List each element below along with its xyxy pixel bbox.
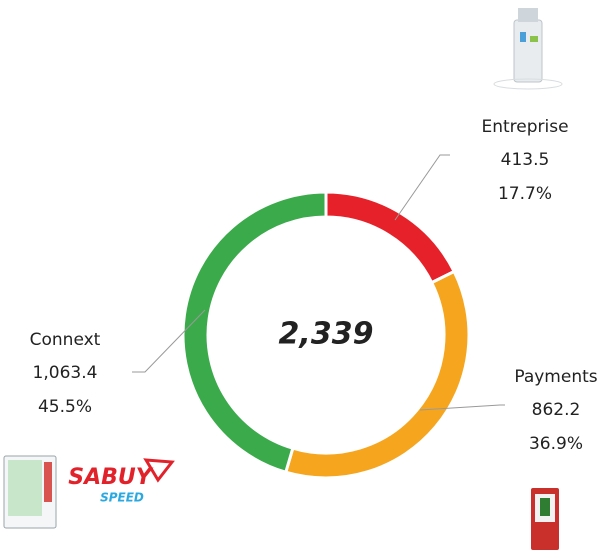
percentage-label: 45.5% [38, 397, 92, 417]
leader-line [394, 154, 450, 221]
category-label: Entreprise [481, 117, 568, 137]
donut-segment [283, 269, 471, 480]
leader-line [419, 404, 505, 411]
donut-segment [324, 190, 457, 285]
value-label: 862.2 [532, 400, 581, 420]
percentage-label: 36.9% [529, 434, 583, 454]
center-label: 2,339 [279, 317, 374, 352]
logo-tagline: SPEED [100, 491, 144, 505]
category-label: Connext [30, 330, 101, 350]
payment-kiosk-image [531, 488, 559, 550]
vending-image [3, 455, 57, 529]
value-label: 413.5 [501, 150, 550, 170]
percentage-label: 17.7% [498, 184, 552, 204]
donut-segment [181, 190, 328, 475]
leader-line [132, 309, 206, 373]
logo-mark [143, 458, 175, 483]
logo-brand: SABUY [68, 465, 154, 490]
value-label: 1,063.4 [33, 363, 98, 383]
kiosk-image [493, 8, 563, 90]
category-label: Payments [514, 367, 597, 387]
